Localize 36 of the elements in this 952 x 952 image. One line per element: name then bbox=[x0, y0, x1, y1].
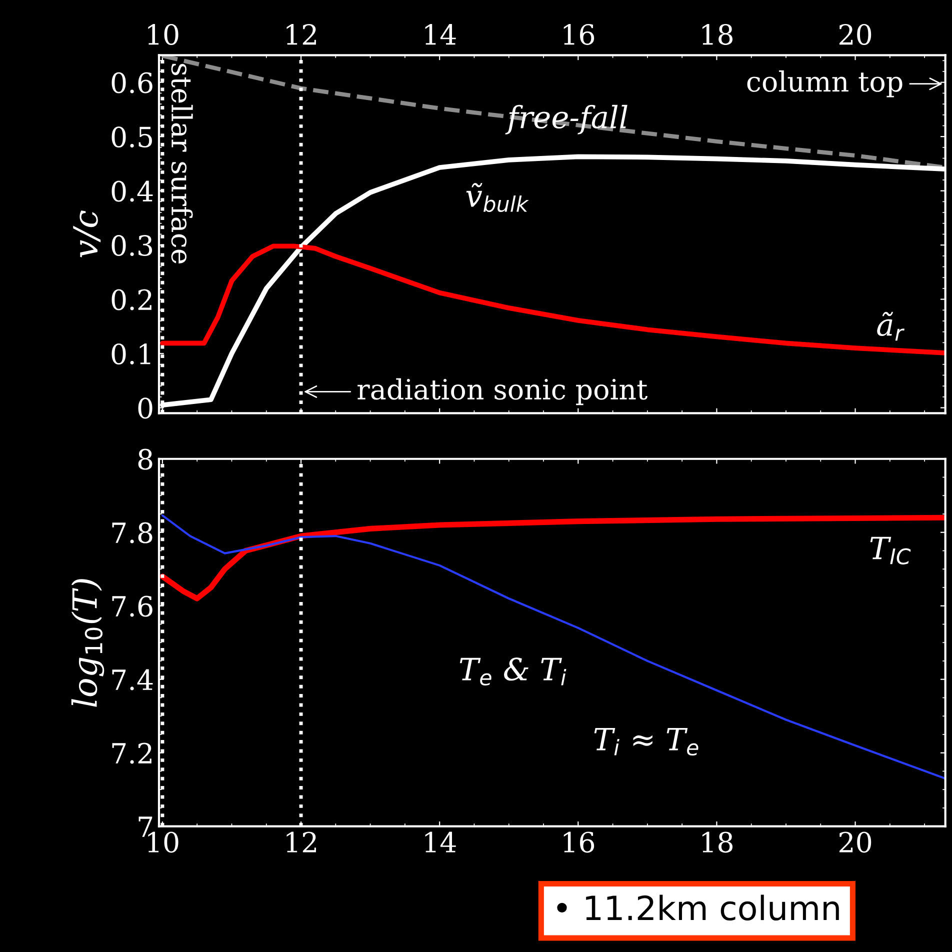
series-label: ṽ$_{bulk}$ bbox=[466, 182, 529, 212]
y-tick-label: 0.2 bbox=[112, 289, 152, 310]
x-tick-label: 18 bbox=[702, 24, 733, 45]
y-tick-label: 7.6 bbox=[112, 596, 152, 617]
y-tick-label: 0.5 bbox=[112, 126, 152, 148]
y-tick-label: 7.2 bbox=[112, 742, 152, 764]
y-tick-label: 0.3 bbox=[112, 234, 152, 256]
y-tick-label: 0 bbox=[138, 398, 152, 419]
series-label: free-fall bbox=[505, 104, 628, 134]
x-tick-label: 12 bbox=[286, 832, 316, 852]
y-axis-title: v/c bbox=[73, 210, 101, 258]
x-tick-label: 18 bbox=[702, 832, 733, 853]
x-tick-label: 10 bbox=[148, 24, 178, 45]
x-tick-label: 20 bbox=[839, 24, 872, 45]
x-tick-label: 20 bbox=[839, 832, 872, 853]
line-series bbox=[161, 514, 946, 780]
annotation: column top bbox=[747, 70, 902, 98]
series-label: ã$_{r}$ bbox=[877, 312, 904, 341]
x-tick-label: 14 bbox=[425, 832, 456, 852]
y-tick-label: 7.4 bbox=[112, 669, 153, 690]
ref-line-label: stellar surface bbox=[171, 64, 193, 264]
annotation: T$_{i}$ ≈ T$_{e}$ bbox=[594, 728, 698, 756]
series-label: T$_{e}$ & T$_{i}$ bbox=[460, 658, 566, 686]
x-tick-label: 16 bbox=[564, 24, 594, 45]
y-tick-label: 7.8 bbox=[112, 522, 152, 544]
y-axis-title: log$_{10}$(T) bbox=[71, 579, 104, 707]
x-tick-label: 16 bbox=[564, 832, 594, 853]
y-tick-label: 0.4 bbox=[112, 180, 153, 202]
x-tick-label: 12 bbox=[286, 24, 316, 45]
ref-line-label: radiation sonic point bbox=[358, 378, 648, 406]
y-tick-label: 0.6 bbox=[112, 72, 152, 94]
x-tick-label: 14 bbox=[425, 24, 456, 45]
y-tick-label: 0.1 bbox=[112, 343, 150, 364]
series-label: T$_{IC}$ bbox=[870, 536, 911, 564]
text: • 11.2km column bbox=[557, 894, 839, 921]
y-tick-label: 8 bbox=[138, 448, 152, 470]
